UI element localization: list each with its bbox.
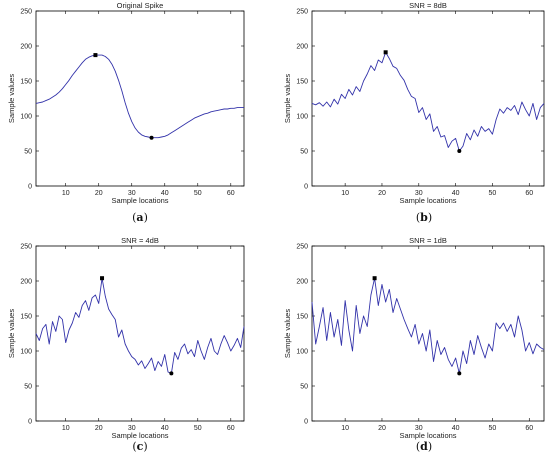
x-tick-label: 40 [161,425,169,432]
y-tick-label: 100 [296,349,308,356]
y-tick-label: 200 [296,44,308,51]
y-axis-label: Sample values [7,74,16,123]
x-tick-label: 10 [341,190,349,197]
plot-frame [311,10,545,187]
x-tick-label: 40 [161,190,169,197]
x-tick-label: 30 [128,425,136,432]
series-line [35,54,244,139]
y-tick-label: 0 [304,184,308,191]
chart-panel-d: 10 20 30 40 50 60 0 50 100 150 200 250 SNR = 1dB Samp… [283,236,545,453]
x-tick-label: 60 [525,425,533,432]
chart-panel-b: 10 20 30 40 50 60 0 50 100 150 200 250 SNR = 8dB Samp… [283,1,545,224]
chart-title: SNR = 4dB [121,236,159,245]
caption-close: ) [144,211,148,224]
chart-title: SNR = 8dB [409,1,447,10]
caption-close: ) [428,211,432,224]
x-tick-label: 20 [95,190,103,197]
y-tick-label: 250 [20,9,32,16]
y-tick-label: 50 [300,384,308,391]
x-tick-label: 10 [341,425,349,432]
y-tick-label: 50 [300,149,308,156]
x-tick-label: 30 [415,425,423,432]
caption-open: ( [416,211,420,224]
y-tick-label: 0 [28,184,32,191]
y-tick-label: 250 [296,9,308,16]
x-tick-label: 30 [415,190,423,197]
subfigure-caption: (d) [416,440,432,453]
x-axis-label: Sample locations [399,196,456,205]
x-tick-label: 10 [62,190,70,197]
subfigure-caption: (a) [132,211,148,224]
caption-open: ( [416,440,420,453]
y-tick-label: 150 [20,314,32,321]
trough-marker [457,371,462,376]
x-tick-label: 60 [227,425,235,432]
y-tick-label: 150 [296,79,308,86]
caption-letter: a [136,211,143,224]
y-tick-label: 50 [24,384,32,391]
y-tick-label: 0 [28,419,32,426]
chart-panel-a: 10 20 30 40 50 60 0 50 100 150 200 250 Original Spik… [7,1,245,224]
trough-marker [457,149,462,153]
y-axis-label: Sample values [283,74,292,123]
x-axis-label: Sample locations [111,431,168,440]
series-line [311,277,545,374]
chart-title: SNR = 1dB [409,236,447,245]
subfigure-caption: (b) [416,211,432,224]
subfigure-caption: (c) [132,440,147,453]
x-tick-label: 20 [378,425,386,432]
y-tick-label: 200 [296,279,308,286]
caption-letter: c [137,440,144,453]
x-tick-label: 50 [489,190,497,197]
y-tick-label: 200 [20,279,32,286]
x-tick-label: 40 [452,425,460,432]
peak-marker [100,276,105,281]
trough-marker [149,135,154,140]
x-tick-label: 40 [452,190,460,197]
x-tick-label: 10 [62,425,70,432]
peak-marker [372,276,377,281]
plot-frame [311,245,545,422]
chart-panel-c: 10 20 30 40 50 60 0 50 100 150 200 250 SNR = 4dB Samp… [7,236,245,453]
y-tick-label: 150 [20,79,32,86]
x-axis-label: Sample locations [399,431,456,440]
y-axis-label: Sample values [283,309,292,358]
x-tick-label: 50 [194,190,202,197]
y-tick-label: 250 [296,244,308,251]
y-tick-label: 100 [20,349,32,356]
x-tick-label: 60 [227,190,235,197]
series-line [35,277,245,374]
y-tick-label: 250 [20,244,32,251]
caption-open: ( [132,440,136,453]
x-tick-label: 30 [128,190,136,197]
x-tick-label: 60 [525,190,533,197]
trough-marker [169,371,174,376]
series-line [311,51,545,152]
y-tick-label: 100 [296,114,308,121]
caption-open: ( [132,211,136,224]
x-tick-label: 50 [194,425,202,432]
plot-frame [35,245,245,422]
caption-close: ) [143,440,147,453]
caption-letter: d [420,440,428,453]
x-tick-label: 20 [378,190,386,197]
plot-frame [35,10,245,187]
y-tick-label: 150 [296,314,308,321]
x-tick-label: 20 [95,425,103,432]
y-tick-label: 50 [24,149,32,156]
y-tick-label: 0 [304,419,308,426]
x-axis-label: Sample locations [111,196,168,205]
chart-title: Original Spike [117,1,164,10]
y-tick-label: 200 [20,44,32,51]
y-axis-label: Sample values [7,309,16,358]
peak-marker [93,53,98,58]
peak-marker [383,50,388,55]
caption-close: ) [428,440,432,453]
caption-letter: b [420,211,428,224]
y-tick-label: 100 [20,114,32,121]
x-tick-label: 50 [489,425,497,432]
